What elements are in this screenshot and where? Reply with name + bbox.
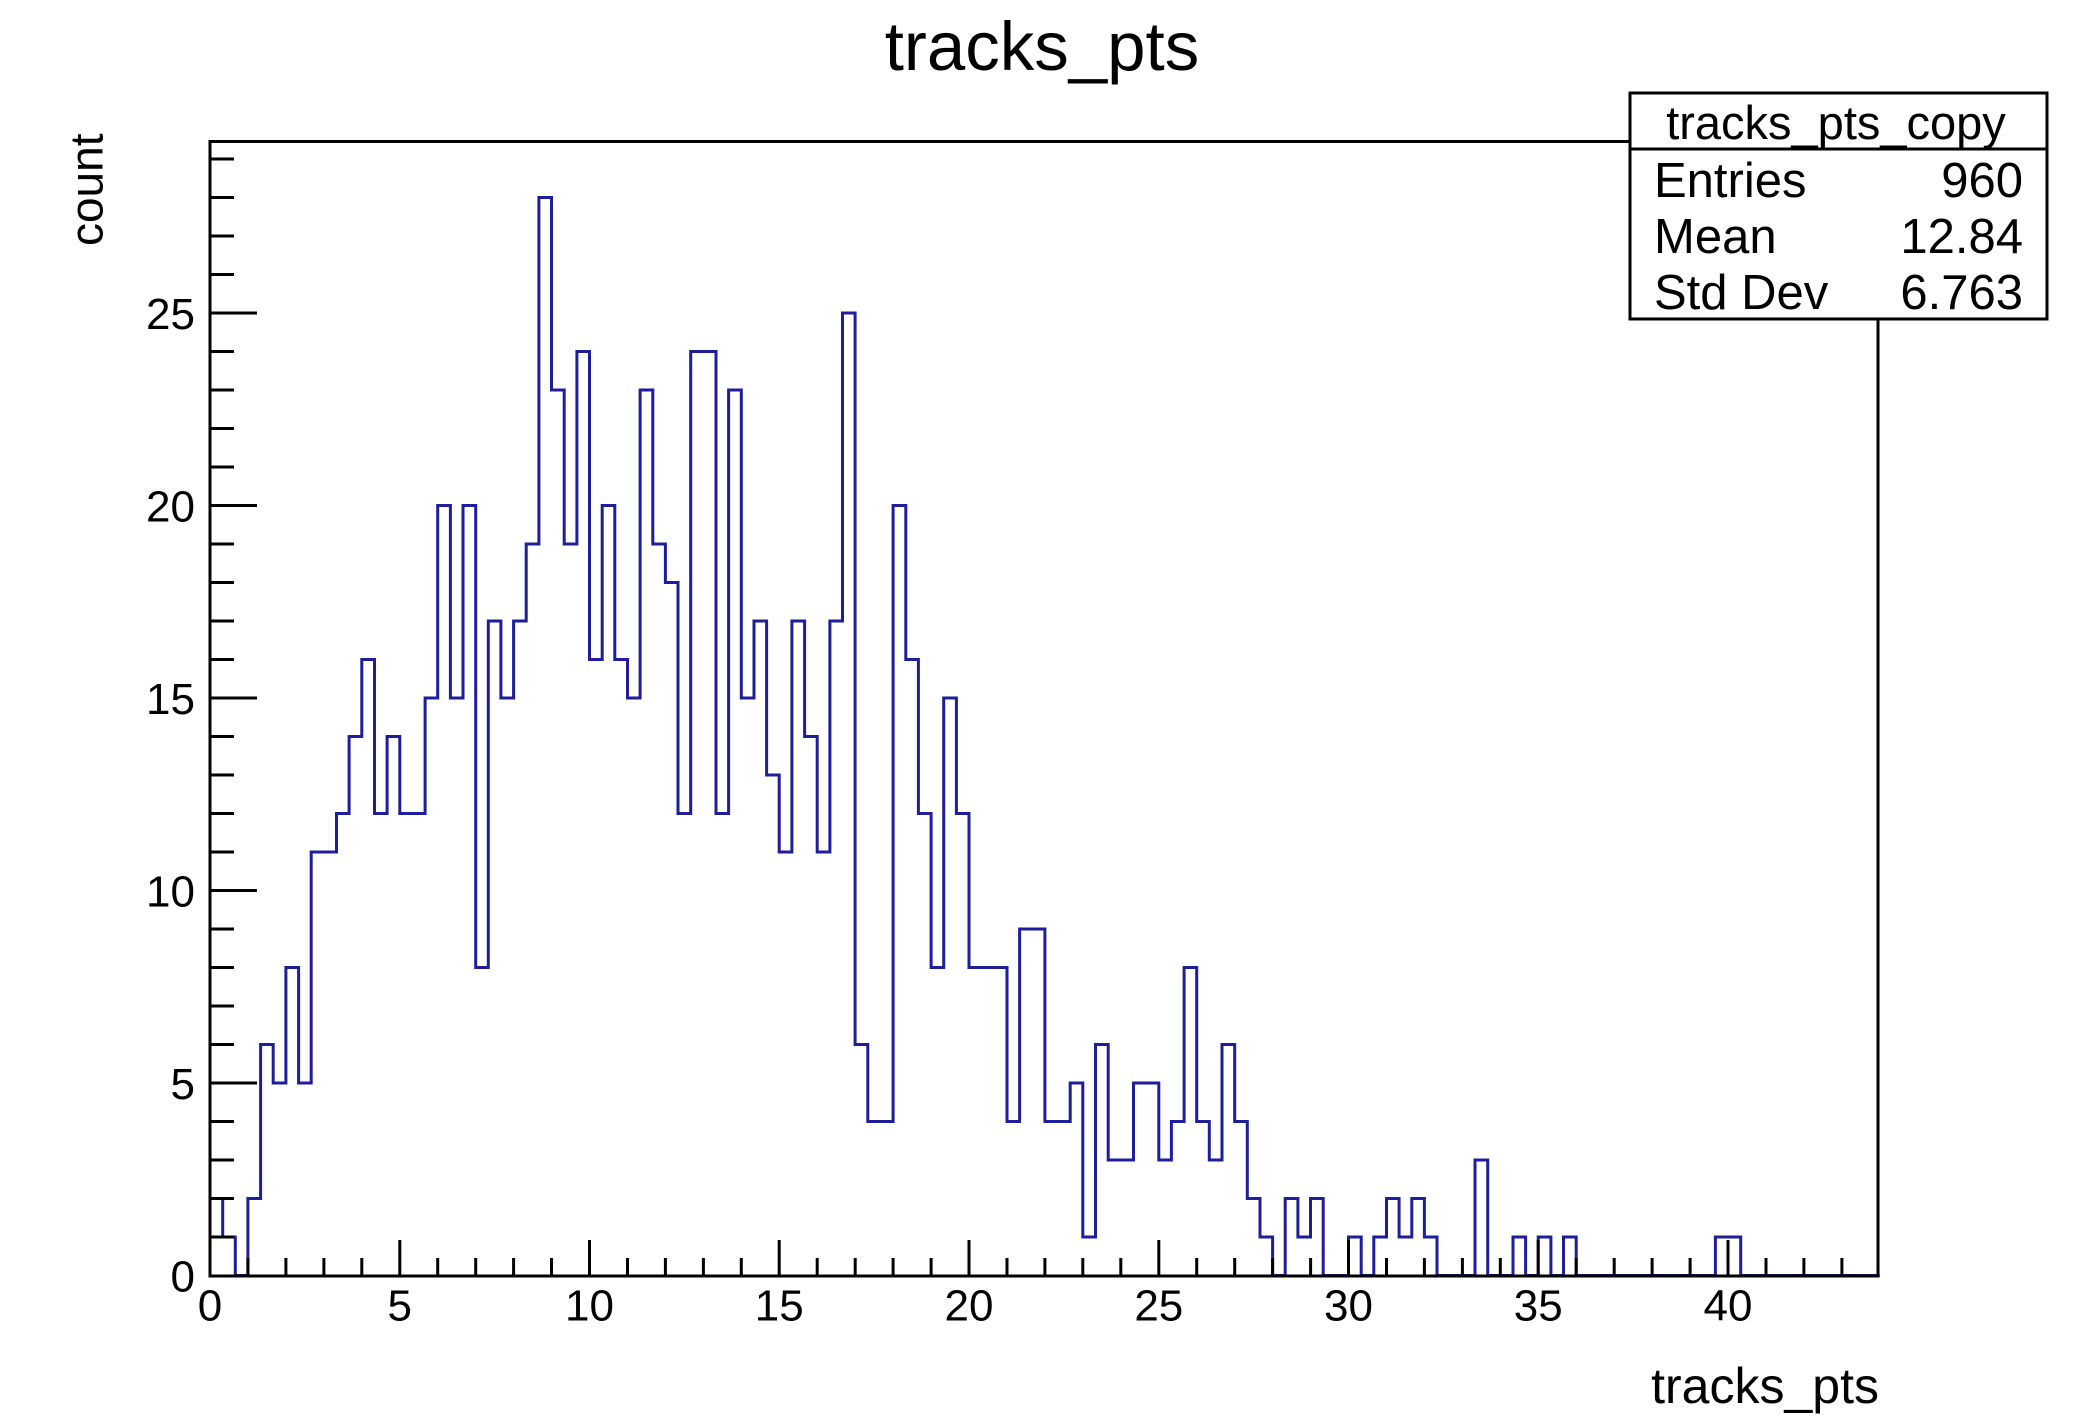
- svg-text:count: count: [61, 133, 113, 246]
- svg-text:tracks_pts: tracks_pts: [885, 8, 1199, 85]
- svg-text:20: 20: [146, 483, 195, 532]
- svg-text:12.84: 12.84: [1900, 210, 2023, 264]
- svg-text:25: 25: [1134, 1282, 1183, 1331]
- svg-text:tracks_pts_copy: tracks_pts_copy: [1666, 96, 2006, 149]
- svg-text:15: 15: [146, 675, 195, 724]
- svg-text:tracks_pts: tracks_pts: [1651, 1358, 1879, 1414]
- svg-text:0: 0: [198, 1282, 222, 1331]
- svg-text:6.763: 6.763: [1900, 266, 2023, 320]
- svg-text:10: 10: [565, 1282, 614, 1331]
- svg-text:35: 35: [1514, 1282, 1563, 1331]
- svg-text:0: 0: [171, 1253, 195, 1302]
- svg-text:Entries: Entries: [1654, 154, 1807, 208]
- svg-text:5: 5: [171, 1060, 195, 1109]
- svg-text:960: 960: [1941, 154, 2023, 208]
- svg-text:15: 15: [755, 1282, 804, 1331]
- svg-text:30: 30: [1324, 1282, 1373, 1331]
- svg-text:Std Dev: Std Dev: [1654, 266, 1829, 320]
- svg-text:40: 40: [1704, 1282, 1753, 1331]
- svg-text:5: 5: [388, 1282, 412, 1331]
- svg-text:10: 10: [146, 868, 195, 917]
- svg-text:20: 20: [945, 1282, 994, 1331]
- svg-text:Mean: Mean: [1654, 210, 1777, 264]
- svg-text:25: 25: [146, 290, 195, 339]
